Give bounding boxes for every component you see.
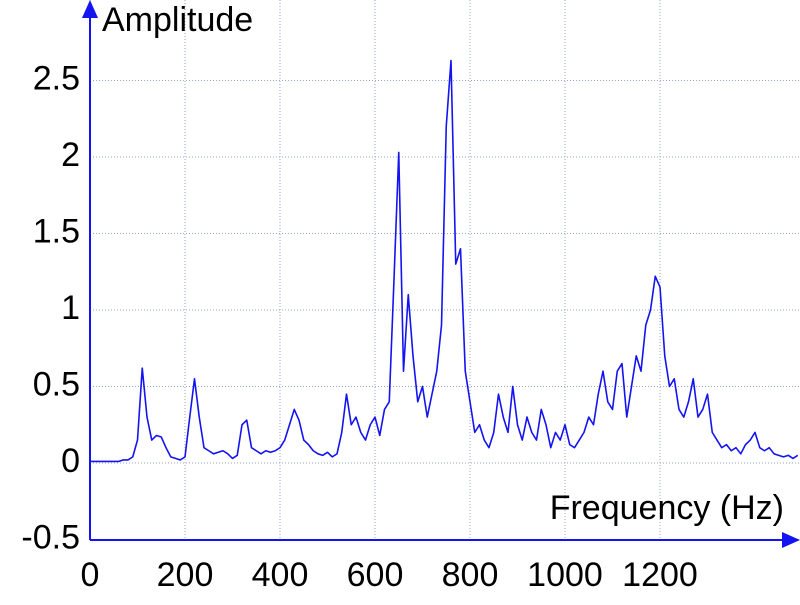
x-tick-label: 200 <box>157 556 214 594</box>
x-tick-label: 1200 <box>622 556 698 594</box>
y-tick-label: 2.5 <box>33 59 80 97</box>
x-tick-label: 800 <box>442 556 499 594</box>
x-tick-label: 1000 <box>527 556 603 594</box>
y-axis-arrow <box>82 0 98 18</box>
x-axis-label: Frequency (Hz) <box>550 489 784 527</box>
x-tick-label: 600 <box>347 556 404 594</box>
y-tick-label: 0 <box>61 442 80 480</box>
y-tick-label: 1 <box>61 289 80 327</box>
y-axis-label: Amplitude <box>102 1 253 39</box>
y-tick-label: 1.5 <box>33 212 80 250</box>
spectrum-line <box>90 59 799 463</box>
y-tick-label: 0.5 <box>33 365 80 403</box>
x-tick-label: 0 <box>81 556 100 594</box>
y-tick-label: -0.5 <box>21 518 80 556</box>
x-axis-arrow <box>782 532 800 548</box>
x-tick-label: 400 <box>252 556 309 594</box>
y-tick-label: 2 <box>61 136 80 174</box>
